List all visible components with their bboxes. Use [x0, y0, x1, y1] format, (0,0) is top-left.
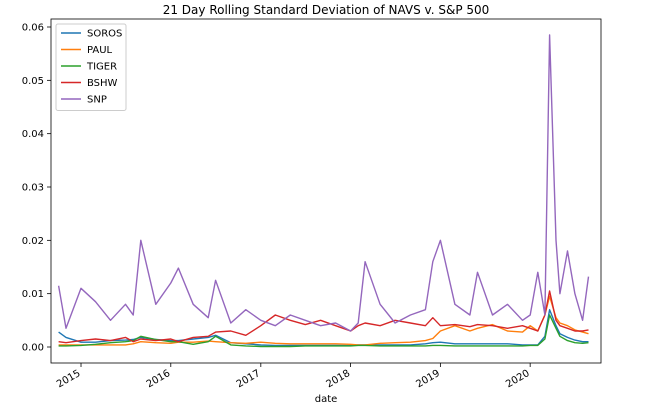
y-tick-label: 0.06	[22, 23, 44, 34]
series-line-bshw	[58, 290, 589, 344]
y-axis: 0.00 0.01 0.02 0.03 0.04 0.05 0.06	[22, 23, 51, 354]
legend-box	[55, 23, 127, 111]
x-tick-label: 2018	[325, 368, 353, 390]
legend-label-tiger: TIGER	[86, 62, 117, 73]
legend-label-paul: PAUL	[87, 45, 113, 56]
y-tick-label: 0.00	[22, 343, 44, 354]
plot-area-frame	[50, 18, 602, 364]
legend: SOROS PAUL TIGER BSHW SNP	[55, 23, 127, 111]
chart-title: 21 Day Rolling Standard Deviation of NAV…	[163, 3, 490, 17]
x-tick-label: 2017	[235, 368, 263, 390]
y-tick-label: 0.02	[22, 236, 44, 247]
x-tick-label: 2020	[504, 368, 532, 390]
y-tick-label: 0.05	[22, 76, 44, 87]
series-line-snp	[57, 34, 590, 332]
series-layer	[57, 34, 590, 348]
legend-label-bshw: BSHW	[87, 78, 118, 89]
x-tick-label: 2019	[414, 368, 442, 390]
y-tick-label: 0.04	[22, 129, 44, 140]
x-tick-label: 2015	[55, 368, 83, 390]
legend-label-snp: SNP	[87, 95, 107, 106]
legend-label-soros: SOROS	[87, 29, 122, 40]
series-line-tiger	[58, 314, 589, 348]
x-axis-label: date	[315, 394, 338, 405]
y-tick-label: 0.03	[22, 183, 44, 194]
y-tick-label: 0.01	[22, 289, 44, 300]
x-axis: 2015 2016 2017 2018 2019 2020	[55, 363, 532, 390]
x-tick-label: 2016	[145, 368, 173, 390]
